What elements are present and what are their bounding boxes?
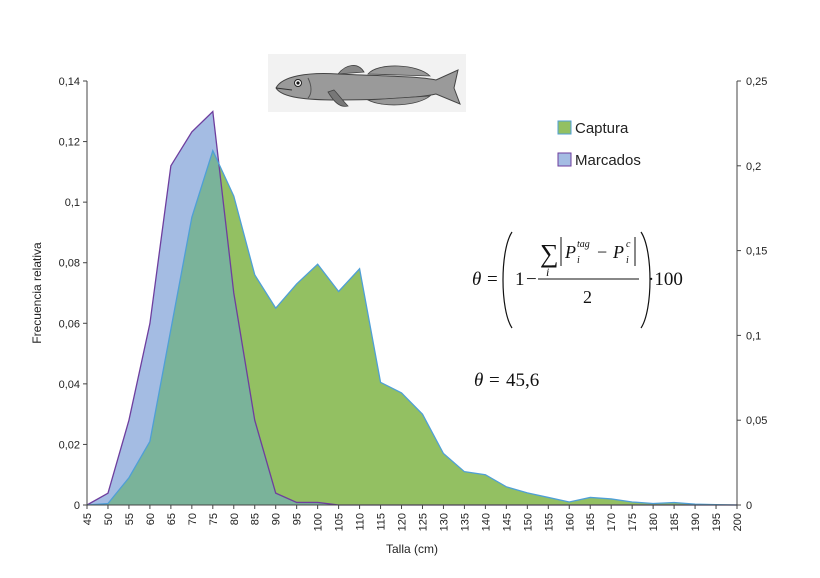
y-left-tick-label: 0,14 [59, 76, 80, 88]
series-layer [86, 110, 738, 506]
x-tick-label: 125 [417, 513, 429, 531]
formula-left-paren [502, 231, 513, 329]
overlap-result: θ = 45,6 [474, 370, 539, 391]
x-tick-label: 75 [208, 513, 220, 525]
x-tick-label: 155 [543, 513, 555, 531]
x-tick-label: 190 [690, 513, 702, 531]
x-tick-label: 165 [585, 513, 597, 531]
formula-p-tag-sub: i [577, 255, 580, 266]
formula-p-c-sub: i [626, 255, 629, 266]
y-right-tick-label: 0,1 [746, 330, 761, 342]
result-theta: θ [474, 370, 483, 391]
x-tick-label: 45 [82, 513, 94, 525]
series-overlap-area [87, 150, 737, 505]
y-right-tick-label: 0,25 [746, 76, 767, 88]
x-tick-label: 55 [124, 513, 136, 525]
x-tick-label: 90 [271, 513, 283, 525]
x-tick-label: 100 [313, 513, 325, 531]
x-tick-label: 130 [438, 513, 450, 531]
x-tick-label: 120 [397, 513, 409, 531]
formula-equals: = [487, 269, 498, 290]
formula-p-c: P [612, 242, 624, 262]
y-left-tick-label: 0,12 [59, 137, 80, 149]
legend-label-captura: Captura [575, 120, 629, 137]
x-tick-label: 150 [522, 513, 534, 531]
legend-label-marcados: Marcados [575, 152, 641, 169]
formula-right-paren [640, 231, 651, 329]
x-axis-title: Talla (cm) [386, 542, 438, 556]
y-right-tick-label: 0 [746, 500, 752, 512]
formula-p-tag-sup: tag [577, 239, 590, 250]
x-tick-label: 200 [732, 513, 744, 531]
y-left-tick-label: 0 [74, 500, 80, 512]
x-tick-label: 115 [376, 513, 388, 531]
x-tick-label: 110 [355, 513, 367, 531]
y-right-tick-label: 0,05 [746, 415, 767, 427]
x-tick-label: 185 [669, 513, 681, 531]
x-tick-label: 95 [292, 513, 304, 525]
x-tick-label: 80 [229, 513, 241, 525]
x-tick-label: 65 [166, 513, 178, 525]
formula-theta: θ [472, 269, 481, 290]
x-tick-label: 105 [334, 513, 346, 531]
axes: 0 0,02 0,04 0,06 0,08 0,1 0,12 0,14 0 0,05 0,1 0,15… [59, 76, 768, 531]
y-left-tick-label: 0,08 [59, 258, 80, 270]
y-axis-title: Frecuencia relativa [30, 242, 44, 344]
formula-one: 1 [515, 269, 525, 290]
formula-times-100: ·100 [648, 269, 683, 290]
x-tick-label: 170 [606, 513, 618, 531]
formula-sum: ∑ [540, 239, 559, 268]
result-value: 45,6 [506, 370, 539, 391]
x-tick-label: 50 [103, 513, 115, 525]
x-tick-label: 195 [711, 513, 723, 531]
legend: Captura Marcados [557, 120, 641, 169]
result-equals: = [489, 370, 500, 391]
formula-p-tag: P [564, 242, 576, 262]
x-tick-label: 85 [250, 513, 262, 525]
y-left-tick-label: 0,04 [59, 379, 80, 391]
formula-inner-minus: − [597, 242, 607, 262]
y-left-tick-label: 0,06 [59, 318, 80, 330]
y-left-tick-label: 0,1 [65, 197, 80, 209]
legend-swatch-captura [557, 120, 572, 135]
x-tick-label: 160 [564, 513, 576, 531]
formula-denominator: 2 [583, 287, 592, 307]
overlap-formula: θ = 1 − ∑ i P tag i − P c i 2 ·100 [472, 231, 683, 329]
legend-swatch-marcados [557, 152, 572, 167]
series-line-captura [86, 148, 738, 506]
x-tick-label: 140 [480, 513, 492, 531]
x-tick-label: 180 [648, 513, 660, 531]
y-right-tick-label: 0,15 [746, 246, 767, 258]
x-tick-label: 70 [187, 513, 199, 525]
x-tick-label: 175 [627, 513, 639, 531]
formula-p-c-sup: c [626, 239, 631, 250]
x-tick-label: 145 [501, 513, 513, 531]
x-tick-label: 60 [145, 513, 157, 525]
formula-sum-index: i [546, 265, 549, 279]
fish-illustration-icon [268, 54, 466, 112]
formula-minus: − [526, 269, 537, 290]
y-left-tick-label: 0,02 [59, 439, 80, 451]
y-right-tick-label: 0,2 [746, 161, 761, 173]
x-tick-label: 135 [459, 513, 471, 531]
